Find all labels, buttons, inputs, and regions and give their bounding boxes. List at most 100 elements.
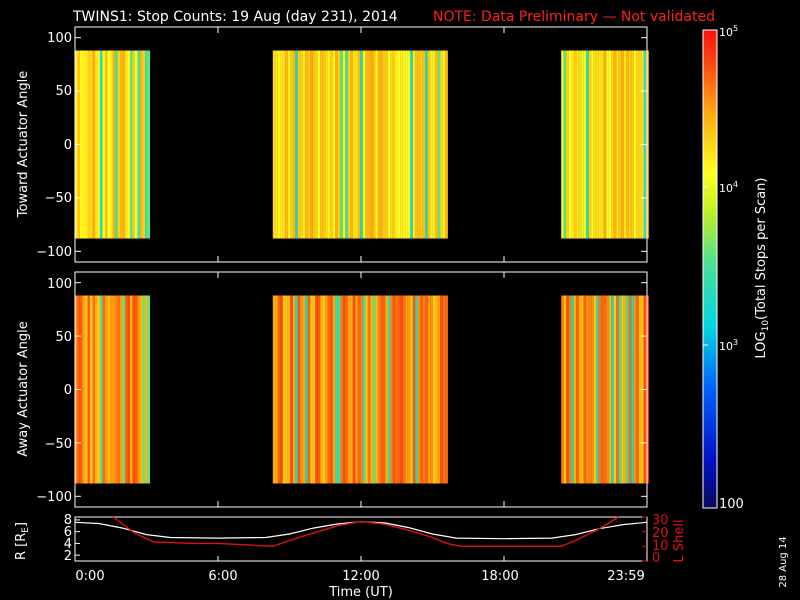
heatmap-column	[287, 295, 291, 484]
heatmap-column	[412, 50, 416, 239]
heatmap-column	[400, 295, 403, 484]
heatmap-column	[628, 295, 632, 484]
heatmap-column	[402, 295, 406, 484]
x-tick-label: 18:00	[481, 569, 518, 584]
heatmap-column	[345, 295, 348, 484]
heatmap-column	[576, 50, 579, 239]
heatmap-column	[440, 295, 443, 484]
heatmap-column	[425, 50, 428, 239]
heatmap-column	[606, 50, 609, 239]
heatmap-column	[576, 295, 579, 484]
heatmap-column	[568, 295, 572, 484]
heatmap-column	[147, 295, 151, 484]
heatmap-column	[382, 50, 386, 239]
heatmap-column	[588, 50, 592, 239]
heatmap-column	[571, 295, 574, 484]
heatmap-column	[92, 295, 96, 484]
heatmap-column	[362, 295, 366, 484]
heatmap-column	[280, 295, 283, 484]
heatmap-column	[387, 50, 391, 239]
orbit-right-tick-label: 0	[652, 551, 660, 566]
heatmap-column	[140, 50, 143, 239]
heatmap-column	[130, 295, 133, 484]
orbit-left-axis-label: R [RE]	[14, 522, 31, 560]
heatmap-column	[636, 295, 639, 484]
heatmap-column	[355, 295, 358, 484]
heatmap-column	[435, 50, 438, 239]
heatmap-column	[390, 295, 393, 484]
heatmap-column	[290, 50, 293, 239]
heatmap-column	[638, 295, 642, 484]
heatmap-column	[335, 50, 338, 239]
orbit-right-tick-label: 20	[652, 526, 669, 541]
heatmap-column	[290, 295, 293, 484]
heatmap-column	[302, 295, 306, 484]
heatmap-column	[432, 295, 436, 484]
heatmap-column	[337, 295, 341, 484]
heatmap-column	[355, 50, 358, 239]
heatmap-column	[430, 295, 433, 484]
heatmap-column	[145, 50, 148, 239]
heatmap-column	[310, 295, 313, 484]
heatmap-column	[400, 50, 403, 239]
heatmap-column	[372, 295, 376, 484]
heatmap-column	[573, 50, 577, 239]
heatmap-column	[127, 50, 131, 239]
heatmap-column	[616, 50, 619, 239]
heatmap-column	[631, 295, 634, 484]
heatmap-column	[122, 50, 126, 239]
heatmap-column	[125, 50, 128, 239]
heatmap-column	[342, 50, 346, 239]
heatmap-column	[142, 295, 146, 484]
heatmap-column	[601, 295, 604, 484]
heatmap-column	[618, 50, 622, 239]
heatmap-column	[611, 295, 614, 484]
heatmap-column	[97, 295, 101, 484]
heatmap-column	[596, 295, 599, 484]
orbit-right-axis-label: L Shell	[672, 519, 687, 562]
heatmap-column	[410, 295, 413, 484]
heatmap-column	[340, 295, 343, 484]
heatmap-column	[568, 50, 572, 239]
heatmap-column	[87, 50, 91, 239]
heatmap-column	[107, 295, 111, 484]
heatmap-column	[608, 295, 612, 484]
heatmap-column	[631, 50, 634, 239]
heatmap-column	[633, 295, 637, 484]
heatmap-column	[606, 295, 609, 484]
heatmap-column	[380, 295, 383, 484]
colorbar-tick-label: 105	[719, 24, 738, 39]
heatmap-column	[87, 295, 91, 484]
heatmap-column	[623, 50, 627, 239]
heatmap-column	[90, 295, 93, 484]
colorbar-tick-label: 104	[719, 180, 738, 195]
orbit-ticks	[74, 516, 648, 562]
heatmap-column	[322, 50, 326, 239]
heatmap-column	[420, 295, 423, 484]
heatmap-column	[636, 50, 639, 239]
heatmap-column	[581, 295, 584, 484]
heatmap-column	[598, 50, 602, 239]
heatmap-column	[112, 295, 116, 484]
heatmap-column	[90, 50, 93, 239]
toward-heatmap-panel: 100 50 0 −50 −100 Toward Actuator Angle	[16, 26, 649, 263]
away-heatmap-strips	[75, 295, 649, 484]
heatmap-column	[591, 50, 594, 239]
heatmap-column	[365, 50, 368, 239]
heatmap-column	[285, 50, 288, 239]
heatmap-column	[307, 295, 311, 484]
heatmap-column	[621, 295, 624, 484]
heatmap-column	[563, 295, 567, 484]
heatmap-column	[440, 50, 443, 239]
heatmap-column	[285, 295, 288, 484]
toward-y-tick-label: −100	[36, 245, 72, 260]
heatmap-column	[327, 295, 331, 484]
heatmap-column	[422, 50, 426, 239]
heatmap-column	[102, 295, 106, 484]
heatmap-column	[137, 295, 141, 484]
heatmap-column	[302, 50, 306, 239]
toward-y-tick-label: 100	[47, 31, 72, 46]
heatmap-column	[95, 50, 98, 239]
heatmap-column	[347, 295, 351, 484]
x-tick-label: 12:00	[342, 569, 379, 584]
